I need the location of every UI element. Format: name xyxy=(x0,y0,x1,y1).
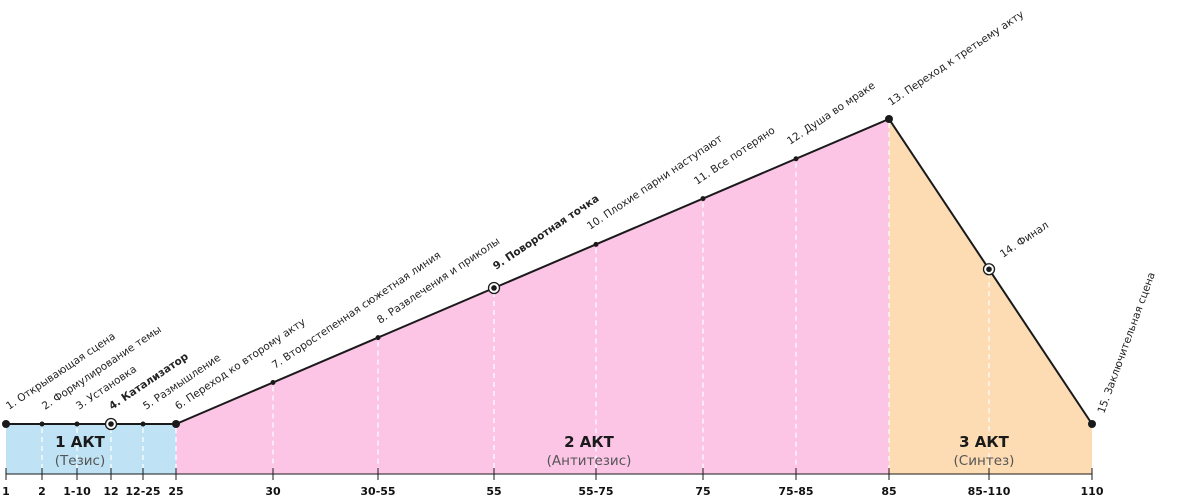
tick-label: 12 xyxy=(103,485,118,498)
tick-labels: 1 2 1-10 12 12-25 25 30 30-55 55 55-75 7… xyxy=(2,485,1104,498)
tick-label: 30-55 xyxy=(360,485,395,498)
act-3-region xyxy=(889,119,1092,474)
beat-marker-small xyxy=(375,335,381,341)
beat-marker-small xyxy=(39,421,45,427)
tick-label: 85 xyxy=(881,485,896,498)
act-1-subtitle: (Тезис) xyxy=(55,453,105,469)
tick-label: 1 xyxy=(2,485,10,498)
tick-label: 2 xyxy=(38,485,46,498)
act-2-caption: 2 АКТ (Антитезис) xyxy=(547,433,632,469)
act-2-subtitle: (Антитезис) xyxy=(547,453,632,469)
act-2-region xyxy=(176,119,889,474)
beat-label-final-image: 15. Заключительная сцена xyxy=(1096,271,1158,415)
axis-ticks xyxy=(5,468,1093,480)
beat-marker-dot xyxy=(172,420,180,428)
beat-marker-small xyxy=(74,421,80,427)
act-3-subtitle: (Синтез) xyxy=(954,453,1015,469)
guide-lines xyxy=(41,123,990,470)
tick-label: 85-110 xyxy=(968,485,1011,498)
beat-marker-ring-center xyxy=(108,421,114,427)
tick-label: 12-25 xyxy=(125,485,160,498)
act-2-title: 2 АКТ xyxy=(564,433,615,451)
tick-label: 55-75 xyxy=(578,485,613,498)
beat-marker-small xyxy=(793,156,799,162)
beat-marker-ring-center xyxy=(491,285,497,291)
tick-label: 30 xyxy=(265,485,281,498)
beat-marker-small xyxy=(593,241,599,247)
tick-label: 25 xyxy=(168,485,183,498)
tick-label: 110 xyxy=(1081,485,1104,498)
beat-markers xyxy=(2,115,1096,431)
act-3-title: 3 АКТ xyxy=(959,433,1010,451)
beat-marker-dot xyxy=(1088,420,1096,428)
beat-marker-dot xyxy=(2,420,10,428)
tick-label: 75 xyxy=(695,485,710,498)
beat-marker-ring-center xyxy=(986,266,992,273)
tick-label: 55 xyxy=(486,485,501,498)
act-3-caption: 3 АКТ (Синтез) xyxy=(954,433,1015,469)
beat-marker-small xyxy=(140,421,146,427)
beat-marker-dot xyxy=(885,115,893,123)
act-1-caption: 1 АКТ (Тезис) xyxy=(55,433,106,469)
tick-label: 75-85 xyxy=(778,485,813,498)
act-1-title: 1 АКТ xyxy=(55,433,106,451)
tick-label: 1-10 xyxy=(63,485,91,498)
beat-marker-small xyxy=(700,196,706,202)
beat-label-break-into-three: 13. Переход к третьему акту xyxy=(886,8,1026,108)
beat-label-finale: 14. Финал xyxy=(998,219,1051,260)
beat-marker-small xyxy=(270,380,276,386)
act-1-region xyxy=(6,424,176,474)
